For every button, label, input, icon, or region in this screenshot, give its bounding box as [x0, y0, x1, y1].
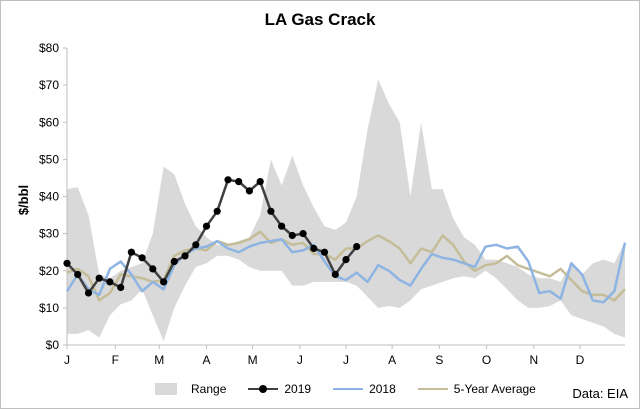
chart-title: LA Gas Crack [264, 10, 376, 29]
point-2019 [170, 257, 178, 266]
point-2019 [299, 230, 307, 238]
point-2019 [256, 178, 264, 186]
point-2019 [149, 265, 157, 273]
legend: Range 2019 2018 5-Year Average [155, 380, 558, 398]
point-2019 [95, 274, 103, 282]
point-2019 [181, 252, 189, 260]
point-2019 [235, 178, 243, 186]
legend-item-range: Range [155, 382, 226, 396]
y-tick-label: $80 [39, 41, 59, 55]
point-2019 [192, 241, 200, 249]
point-2019 [213, 207, 221, 215]
point-2019 [245, 187, 253, 195]
series-line-2018 [65, 237, 627, 304]
point-2019 [310, 244, 318, 253]
x-tick-label: J [64, 353, 70, 367]
x-tick-label: F [112, 353, 119, 367]
point-2019 [331, 270, 339, 279]
y-tick-label: $20 [39, 264, 59, 278]
legend-swatch-range [155, 383, 177, 395]
legend-marker-2019 [259, 385, 268, 393]
point-2019 [106, 278, 114, 286]
legend-label-2019: 2019 [284, 382, 312, 396]
point-2019 [320, 248, 329, 256]
y-tick-label: $0 [46, 338, 60, 352]
x-tick-label: A [202, 353, 210, 367]
y-tick-label: $50 [39, 152, 59, 166]
x-tick-label: S [435, 353, 443, 367]
x-tick-label: A [388, 353, 396, 367]
point-2019 [342, 256, 350, 264]
legend-label-2018: 2018 [369, 382, 396, 396]
y-tick-label: $30 [39, 227, 59, 241]
series-line-2019 [66, 178, 358, 295]
legend-item-2018: 2018 [333, 382, 396, 396]
point-2019 [74, 270, 82, 279]
point-2019 [63, 259, 71, 267]
point-2019 [353, 243, 361, 251]
legend-item-2019: 2019 [248, 382, 311, 396]
y-tick-label: $40 [39, 190, 59, 204]
point-2019 [84, 289, 93, 297]
x-tick-label: N [529, 353, 538, 367]
point-2019 [127, 248, 135, 256]
y-tick-label: $10 [39, 301, 59, 315]
x-tick-label: J [343, 353, 349, 367]
point-2019 [117, 283, 125, 292]
data-source-note: Data: EIA [572, 386, 628, 401]
legend-swatch-5yr-average [417, 388, 448, 390]
x-tick-label: M [154, 353, 164, 367]
legend-swatch-2018 [333, 388, 364, 390]
range-band [67, 79, 625, 342]
y-tick-label: $60 [39, 115, 59, 129]
point-2019 [288, 231, 296, 240]
legend-label-5yr-average: 5-Year Average [453, 382, 536, 396]
point-2019 [224, 176, 232, 184]
point-2019 [278, 222, 286, 230]
point-2019 [267, 207, 275, 215]
y-tick-label: $70 [39, 78, 59, 92]
x-tick-label: O [482, 353, 491, 367]
point-2019 [138, 254, 146, 262]
legend-item-5yr-average: 5-Year Average [417, 382, 536, 396]
legend-label-range: Range [191, 382, 227, 396]
x-tick-label: D [576, 353, 585, 367]
x-tick-label: M [248, 353, 258, 367]
point-2019 [160, 278, 168, 286]
point-2019 [202, 222, 211, 230]
x-tick-label: J [297, 353, 303, 367]
